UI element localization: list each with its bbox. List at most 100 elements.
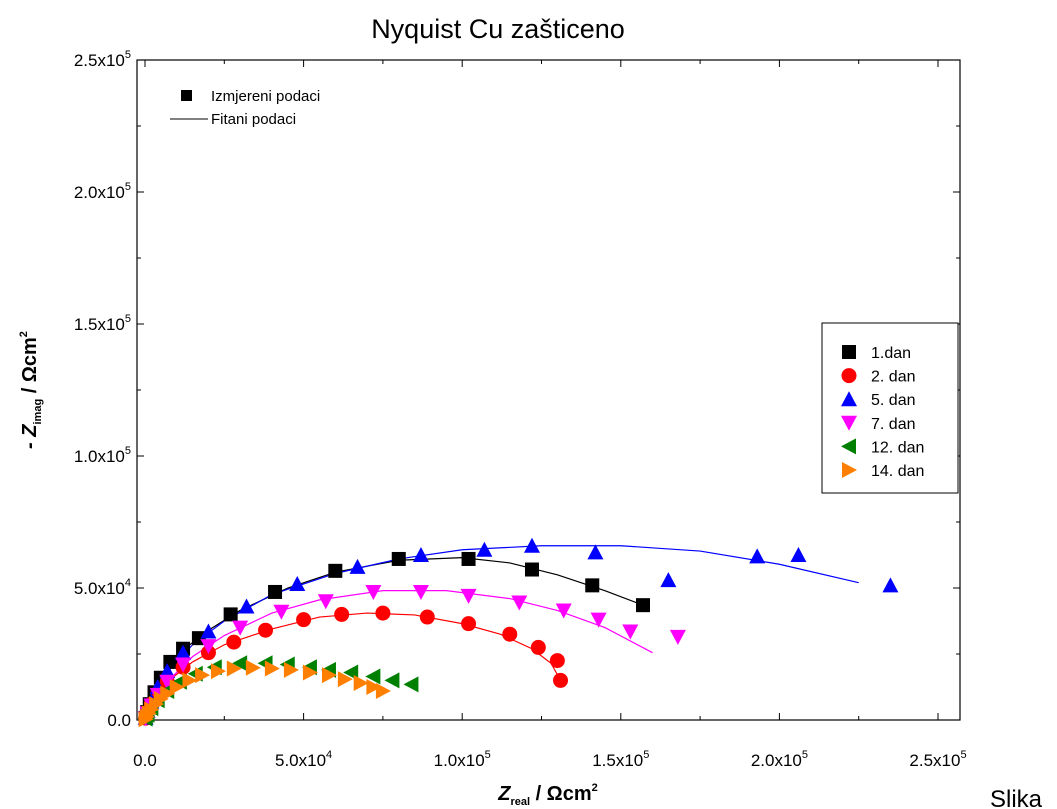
- point-14-dan: [337, 671, 353, 688]
- point-7-dan: [412, 584, 429, 600]
- point-5-dan: [660, 572, 677, 588]
- legend-label: 14. dan: [871, 463, 924, 480]
- y-axis-label: - Zimag / Ωcm2: [18, 331, 44, 449]
- x-tick-label: 5.0x104: [275, 749, 332, 770]
- point-1-dan: [636, 598, 651, 613]
- point-5-dan: [200, 623, 217, 639]
- y-tick-label-exponent: 4: [125, 577, 131, 589]
- point-7-dan: [273, 604, 290, 620]
- legend-marker: [842, 462, 857, 478]
- point-2-dan: [258, 622, 274, 638]
- legend-marker: [841, 391, 857, 407]
- point-7-dan: [317, 594, 334, 610]
- point-5-dan: [349, 558, 366, 574]
- x-tick-label: 1.0x105: [434, 749, 491, 770]
- point-5-dan: [587, 544, 604, 560]
- point-2-dan: [461, 616, 477, 632]
- y-label-sub: imag: [32, 399, 44, 425]
- point-7-dan: [175, 657, 192, 673]
- point-14-dan: [245, 659, 261, 676]
- point-7-dan: [511, 595, 528, 611]
- point-7-dan: [669, 629, 686, 645]
- key-fitted-label: Fitani podaci: [211, 111, 296, 128]
- point-12-dan: [403, 676, 419, 693]
- point-1-dan: [585, 578, 600, 593]
- point-7-dan: [460, 588, 477, 604]
- point-2-dan: [419, 609, 435, 625]
- x-tick-label-mantissa: 2.0x10: [751, 751, 802, 770]
- point-14-dan: [182, 672, 198, 689]
- data-points: [137, 537, 899, 728]
- point-1-dan: [328, 563, 343, 578]
- key-legend: Izmjereni podaci Fitani podaci: [170, 88, 320, 128]
- y-label-prefix: - Z: [19, 424, 41, 449]
- y-tick-label-mantissa: 2.5x10: [74, 51, 125, 70]
- point-2-dan: [502, 626, 518, 642]
- point-7-dan: [365, 584, 382, 600]
- footer-caption: Slika: [990, 786, 1043, 809]
- x-tick-label-exponent: 5: [802, 749, 808, 761]
- x-tick-label: 1.5x105: [592, 749, 649, 770]
- x-label-sup: 2: [592, 782, 598, 794]
- y-tick-label-exponent: 5: [125, 181, 131, 193]
- legend-label: 12. dan: [871, 439, 924, 456]
- point-2-dan: [553, 672, 569, 688]
- point-2-dan: [375, 605, 391, 621]
- x-tick-label-mantissa: 1.5x10: [592, 751, 643, 770]
- y-tick-label: 1.0x105: [74, 445, 131, 466]
- y-tick-label: 5.0x104: [74, 577, 131, 598]
- x-axis-ticks: 0.0 5.0x104 1.0x105 1.5x105 2.0x105 2.5x105: [133, 60, 967, 770]
- fit-lines: [144, 545, 859, 721]
- point-14-dan: [210, 663, 226, 680]
- point-12-dan: [232, 655, 248, 672]
- y-tick-label-exponent: 5: [125, 49, 131, 61]
- point-14-dan: [321, 667, 337, 684]
- x-axis-label: Zreal / Ωcm2: [497, 782, 598, 808]
- point-1-dan: [461, 551, 476, 566]
- x-tick-label-exponent: 5: [960, 749, 966, 761]
- y-tick-label: 1.5x105: [74, 313, 131, 334]
- x-tick-label: 2.5x105: [909, 749, 966, 770]
- point-5-dan: [175, 644, 192, 660]
- series-legend: 1.dan 2. dan 5. dan 7. dan 12. dan 14. dan: [821, 322, 959, 494]
- point-14-dan: [195, 667, 211, 684]
- x-tick-label-mantissa: 2.5x10: [909, 751, 960, 770]
- x-tick-label-mantissa: 5.0x10: [275, 751, 326, 770]
- y-tick-label-exponent: 5: [125, 313, 131, 325]
- point-1-dan: [223, 607, 238, 622]
- point-7-dan: [590, 612, 607, 628]
- point-2-dan: [530, 639, 546, 655]
- point-14-dan: [353, 675, 369, 692]
- y-label-sup: 2: [18, 331, 30, 337]
- series-legend-items: 1.dan 2. dan 5. dan 7. dan 12. dan 14. dan: [841, 345, 924, 480]
- point-5-dan: [159, 663, 176, 679]
- point-5-dan: [476, 541, 493, 557]
- legend-label: 7. dan: [871, 416, 915, 433]
- point-2-dan: [226, 634, 242, 650]
- point-12-dan: [384, 672, 400, 689]
- y-tick-label: 2.0x105: [74, 181, 131, 202]
- point-7-dan: [555, 603, 572, 619]
- y-tick-label-exponent: 5: [125, 445, 131, 457]
- y-tick-label: 2.5x105: [74, 49, 131, 70]
- fit-line-5-dan: [144, 545, 859, 721]
- legend-label: 1.dan: [871, 345, 911, 362]
- point-1-dan: [268, 584, 283, 599]
- point-14-dan: [264, 660, 280, 677]
- point-7-dan: [232, 620, 249, 636]
- point-5-dan: [412, 547, 429, 562]
- x-tick-label: 2.0x105: [751, 749, 808, 770]
- point-7-dan: [200, 639, 217, 655]
- x-tick-label-exponent: 5: [643, 749, 649, 761]
- legend-marker: [841, 438, 856, 455]
- x-tick-label-exponent: 5: [485, 749, 491, 761]
- x-tick-label-mantissa: 0.0: [133, 751, 157, 770]
- point-5-dan: [238, 598, 255, 614]
- point-1-dan: [524, 562, 539, 577]
- legend-marker: [841, 368, 857, 384]
- point-7-dan: [622, 624, 639, 640]
- x-label-sub: real: [510, 796, 530, 808]
- legend-marker: [841, 415, 857, 431]
- fit-line-7-dan: [144, 590, 653, 721]
